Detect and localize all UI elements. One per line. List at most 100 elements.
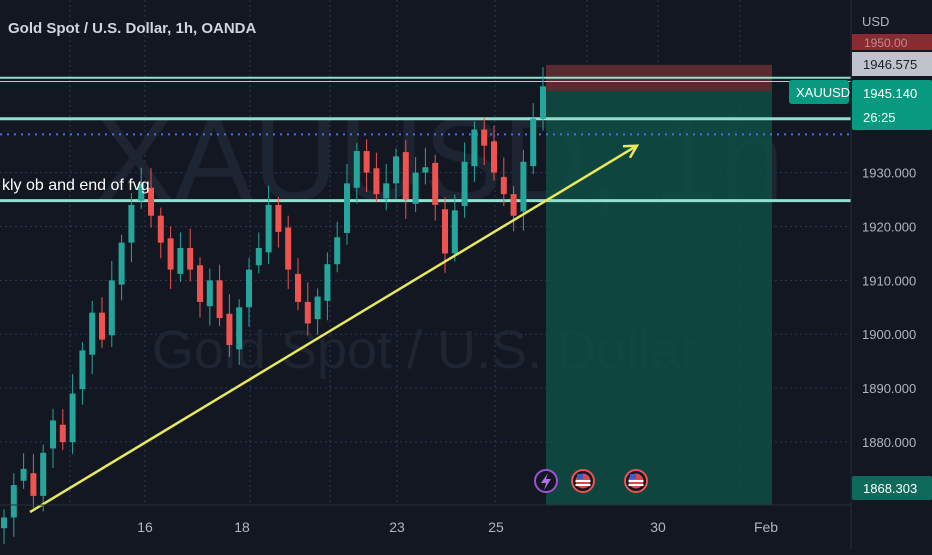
trendline-arrowhead[interactable]: [622, 144, 640, 159]
symbol-badge: [789, 80, 849, 104]
trendline[interactable]: [29, 144, 638, 514]
candle-body: [226, 313, 233, 346]
candle-body: [520, 161, 527, 212]
candle-body: [304, 301, 311, 324]
candle-body: [500, 176, 507, 195]
price-tick-label: 1880.000: [862, 435, 916, 450]
candle-body: [491, 141, 497, 173]
time-tick-label: 23: [389, 519, 405, 535]
candle-body: [177, 248, 184, 274]
candle-body: [197, 265, 203, 302]
candle-body: [442, 209, 448, 254]
price-tick-label: 1890.000: [862, 381, 916, 396]
candle-body: [69, 393, 76, 442]
candle-body: [481, 129, 488, 146]
candle-body: [530, 118, 537, 167]
us-flag-stripe: [628, 480, 644, 482]
candle-body: [510, 194, 517, 216]
candle-body: [246, 269, 252, 308]
candle-body: [20, 468, 27, 481]
candle-body: [148, 187, 154, 216]
top-cut-price: 1950.00: [864, 36, 908, 50]
candle-body: [30, 473, 37, 496]
candle-body: [206, 280, 213, 307]
annotation-text[interactable]: kly ob and end of fvg: [2, 177, 150, 194]
candle-body: [236, 307, 243, 350]
candle-body: [10, 485, 17, 518]
candle-body: [432, 162, 439, 205]
candle-body: [285, 227, 292, 270]
time-tick-labels: 16 18 23 25 30 Feb: [137, 519, 778, 535]
time-tick-label: 16: [137, 519, 153, 535]
candle-body: [108, 280, 115, 336]
candle-body: [383, 183, 390, 199]
price-badges: 1950.00 1946.575 1945.140 26:25 XAUUSD 1868.3…: [789, 34, 932, 500]
price-tick-label: 1900.000: [862, 327, 916, 342]
event-markers[interactable]: [534, 469, 648, 493]
candle-body: [363, 151, 370, 173]
candle-body: [255, 248, 262, 266]
lightning-glyph: [541, 473, 551, 490]
candle-body: [275, 204, 282, 232]
candle-body: [422, 167, 429, 173]
stop-price: 1946.575: [863, 57, 917, 72]
stop-price-badge: [852, 52, 932, 76]
time-tick-label: 30: [650, 519, 666, 535]
candle-body: [412, 172, 419, 204]
candle-body: [79, 350, 86, 390]
us-flag-stripe: [628, 484, 644, 486]
bottom-price-badge: [852, 476, 932, 500]
symbol-label: XAUUSD: [796, 85, 850, 100]
candle-body: [265, 204, 272, 253]
candle-body: [334, 237, 341, 265]
candle-body: [402, 152, 409, 200]
price-tick-label: 1920.000: [862, 219, 916, 234]
bottom-price: 1868.303: [863, 481, 917, 496]
us-flag-stripe: [575, 484, 591, 486]
candle-body: [167, 238, 174, 270]
last-price: 1945.140: [863, 86, 917, 101]
candle-body: [393, 156, 399, 184]
target-zone[interactable]: [546, 91, 772, 506]
horizontal-levels[interactable]: [0, 76, 851, 203]
trendline-group[interactable]: [29, 144, 640, 514]
candle-body: [471, 129, 478, 167]
candle-body: [128, 204, 135, 243]
candle-body: [59, 424, 66, 442]
time-tick-label: 18: [234, 519, 250, 535]
chart-title: Gold Spot / U.S. Dollar, 1h, OANDA: [8, 20, 257, 37]
time-tick-label: Feb: [754, 519, 778, 535]
candle-body: [451, 210, 458, 254]
last-price-badge: [852, 80, 932, 130]
candle-body: [324, 264, 331, 301]
candle-body: [353, 151, 360, 188]
price-tick-labels: 1880.000 1890.000 1900.000 1910.000 1920.000…: [862, 166, 916, 450]
candle-body: [344, 183, 350, 233]
position-zones[interactable]: [546, 64, 772, 506]
time-tick-label: 25: [488, 519, 504, 535]
candle-body: [187, 248, 194, 270]
us-flag-canton: [630, 474, 636, 479]
candle-body: [1, 517, 7, 529]
candle-body: [99, 312, 105, 340]
candle-body: [138, 183, 145, 201]
candle-body: [295, 273, 301, 302]
price-tick-label: 1930.000: [862, 166, 916, 181]
countdown: 26:25: [863, 110, 896, 125]
price-tick-label: 1910.000: [862, 273, 916, 288]
candle-body: [40, 452, 47, 496]
us-flag-canton: [577, 474, 583, 479]
candle-body: [373, 168, 380, 195]
us-flag-stripe: [575, 480, 591, 482]
candle-body: [50, 420, 56, 449]
candle-body: [118, 242, 125, 285]
candle-body: [89, 312, 96, 355]
candle-body: [216, 280, 223, 319]
currency-label: USD: [862, 14, 889, 29]
candle-body: [461, 161, 468, 207]
candle-body: [314, 296, 321, 320]
candle-body: [540, 86, 546, 119]
